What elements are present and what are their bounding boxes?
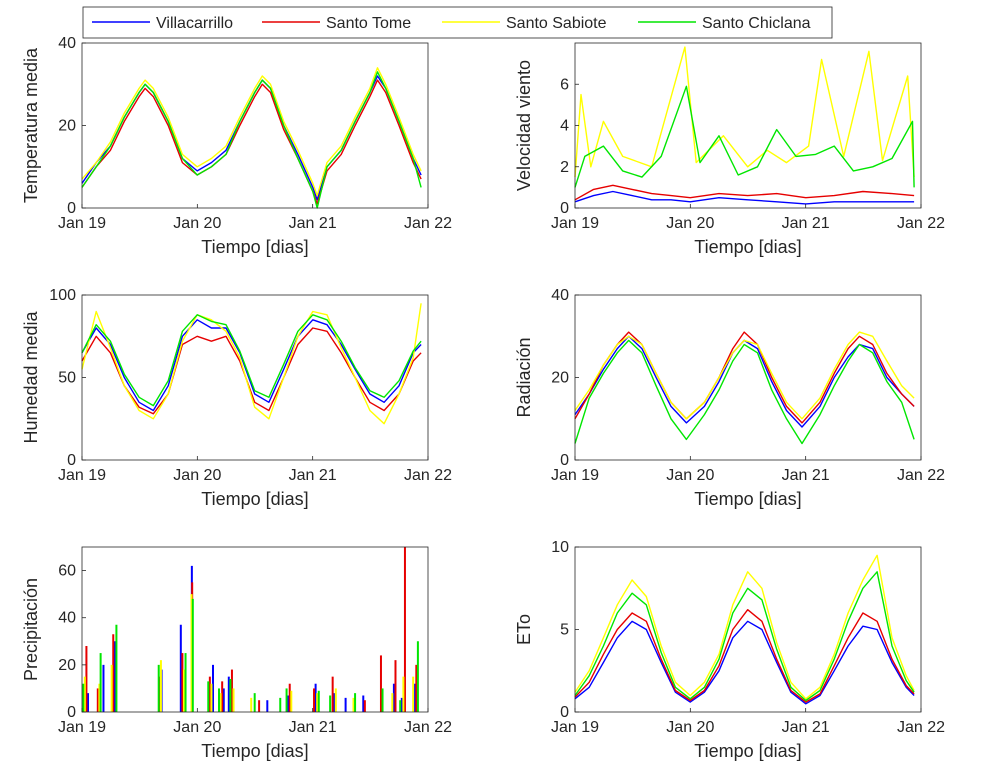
y-tick-label: 10 — [551, 539, 569, 556]
y-axis-label: Temperatura media — [21, 47, 41, 203]
y-tick-label: 40 — [58, 610, 76, 627]
y-tick-label: 20 — [58, 118, 76, 135]
series-line-santo-sabiote — [81, 303, 422, 425]
series-line-santo-tome — [574, 184, 915, 201]
x-tick-label: Jan 21 — [289, 467, 337, 484]
y-tick-label: 2 — [560, 159, 569, 176]
series-line-santo-tome — [81, 79, 422, 205]
panel-radiacion: Jan 19 Jan 20 Jan 21 Jan 22 0 20 40 Tiempo [dia… — [514, 287, 945, 509]
y-tick-label: 0 — [560, 452, 569, 469]
series-line-santo-chiclana — [574, 571, 915, 702]
y-tick-label: 0 — [67, 200, 76, 217]
y-axis-label: Precipitación — [21, 578, 41, 681]
x-tick-label: Jan 21 — [782, 467, 830, 484]
x-tick-label: Jan 22 — [897, 215, 945, 232]
series-line-villacarrillo — [81, 319, 422, 412]
y-tick-label: 0 — [560, 704, 569, 721]
legend-label-santo-sabiote: Santo Sabiote — [506, 15, 607, 32]
panel-temperatura: Jan 19 Jan 20 Jan 21 Jan 22 0 20 40 Tiempo [dia… — [21, 35, 452, 257]
x-tick-label: Jan 22 — [404, 467, 452, 484]
panel-eto: Jan 19 Jan 20 Jan 21 Jan 22 0 5 10 Tiempo [dias… — [514, 539, 945, 761]
x-tick-label: Jan 19 — [58, 215, 106, 232]
x-tick-label: Jan 20 — [666, 215, 714, 232]
y-axis-label: Radiación — [514, 337, 534, 417]
series-group — [81, 303, 422, 425]
y-tick-label: 5 — [560, 622, 569, 639]
x-tick-label: Jan 19 — [58, 719, 106, 736]
x-tick-label: Jan 21 — [782, 719, 830, 736]
y-tick-label: 50 — [58, 370, 76, 387]
y-axis-label: ETo — [514, 614, 534, 645]
y-tick-label: 6 — [560, 76, 569, 93]
x-tick-label: Jan 22 — [897, 467, 945, 484]
series-line-villacarrillo — [574, 190, 915, 205]
series-group — [574, 554, 915, 705]
y-tick-label: 0 — [67, 452, 76, 469]
x-tick-label: Jan 20 — [173, 719, 221, 736]
x-tick-label: Jan 19 — [551, 467, 599, 484]
series-line-santo-chiclana — [81, 71, 422, 209]
y-tick-label: 20 — [551, 370, 569, 387]
legend-label-santo-chiclana: Santo Chiclana — [702, 15, 811, 32]
x-tick-label: Jan 19 — [551, 215, 599, 232]
series-line-santo-sabiote — [574, 331, 915, 420]
x-tick-label: Jan 20 — [666, 467, 714, 484]
series-line-santo-tome — [574, 331, 915, 424]
series-group — [81, 67, 422, 209]
series-line-villacarrillo — [574, 620, 915, 705]
series-line-santo-tome — [81, 327, 422, 415]
series-line-santo-chiclana — [574, 85, 915, 188]
y-axis-label: Velocidad viento — [514, 60, 534, 191]
series-line-santo-tome — [574, 609, 915, 703]
y-axis-label: Humedad media — [21, 310, 41, 443]
x-tick-label: Jan 22 — [897, 719, 945, 736]
y-tick-label: 20 — [58, 657, 76, 674]
x-tick-label: Jan 21 — [289, 215, 337, 232]
legend: Villacarrillo Santo Tome Santo Sabiote S… — [82, 6, 833, 39]
series-group — [82, 547, 419, 712]
y-tick-label: 40 — [58, 35, 76, 52]
series-line-santo-sabiote — [81, 67, 422, 197]
panel-precipitacion: Jan 19 Jan 20 Jan 21 Jan 22 0 20 40 60 Tiempo [d… — [21, 546, 452, 761]
series-line-santo-chiclana — [81, 314, 422, 407]
y-tick-label: 100 — [49, 287, 76, 304]
y-tick-label: 60 — [58, 563, 76, 580]
series-line-santo-sabiote — [574, 554, 915, 700]
x-tick-label: Jan 19 — [58, 467, 106, 484]
series-group — [574, 46, 915, 205]
x-axis-label: Tiempo [dias] — [201, 237, 308, 257]
y-tick-label: 4 — [560, 118, 569, 135]
x-tick-label: Jan 20 — [666, 719, 714, 736]
legend-entry-santo-tome: Santo Tome — [262, 15, 411, 32]
x-tick-label: Jan 22 — [404, 215, 452, 232]
x-tick-label: Jan 20 — [173, 215, 221, 232]
legend-entry-santo-chiclana: Santo Chiclana — [638, 15, 811, 32]
legend-entry-villacarrillo: Villacarrillo — [92, 15, 233, 32]
y-tick-label: 0 — [560, 200, 569, 217]
series-line-santo-chiclana — [574, 339, 915, 445]
panel-humedad: Jan 19 Jan 20 Jan 21 Jan 22 0 50 100 Tiempo [di… — [21, 287, 452, 509]
series-group — [574, 331, 915, 445]
series-line-santo-sabiote — [574, 46, 915, 178]
x-tick-label: Jan 19 — [551, 719, 599, 736]
x-tick-label: Jan 20 — [173, 467, 221, 484]
legend-entry-santo-sabiote: Santo Sabiote — [442, 15, 607, 32]
y-tick-label: 40 — [551, 287, 569, 304]
x-axis-label: Tiempo [dias] — [201, 489, 308, 509]
legend-label-santo-tome: Santo Tome — [326, 15, 411, 32]
x-tick-label: Jan 21 — [782, 215, 830, 232]
y-tick-label: 0 — [67, 704, 76, 721]
x-axis-label: Tiempo [dias] — [694, 489, 801, 509]
x-tick-label: Jan 22 — [404, 719, 452, 736]
legend-label-villacarrillo: Villacarrillo — [156, 15, 233, 32]
axes-box — [81, 546, 429, 713]
x-tick-label: Jan 21 — [289, 719, 337, 736]
x-axis-label: Tiempo [dias] — [201, 741, 308, 761]
x-axis-label: Tiempo [dias] — [694, 237, 801, 257]
x-axis-label: Tiempo [dias] — [694, 741, 801, 761]
panel-velocidad-viento: Jan 19 Jan 20 Jan 21 Jan 22 0 2 4 6 Tiempo [dias… — [514, 42, 945, 257]
